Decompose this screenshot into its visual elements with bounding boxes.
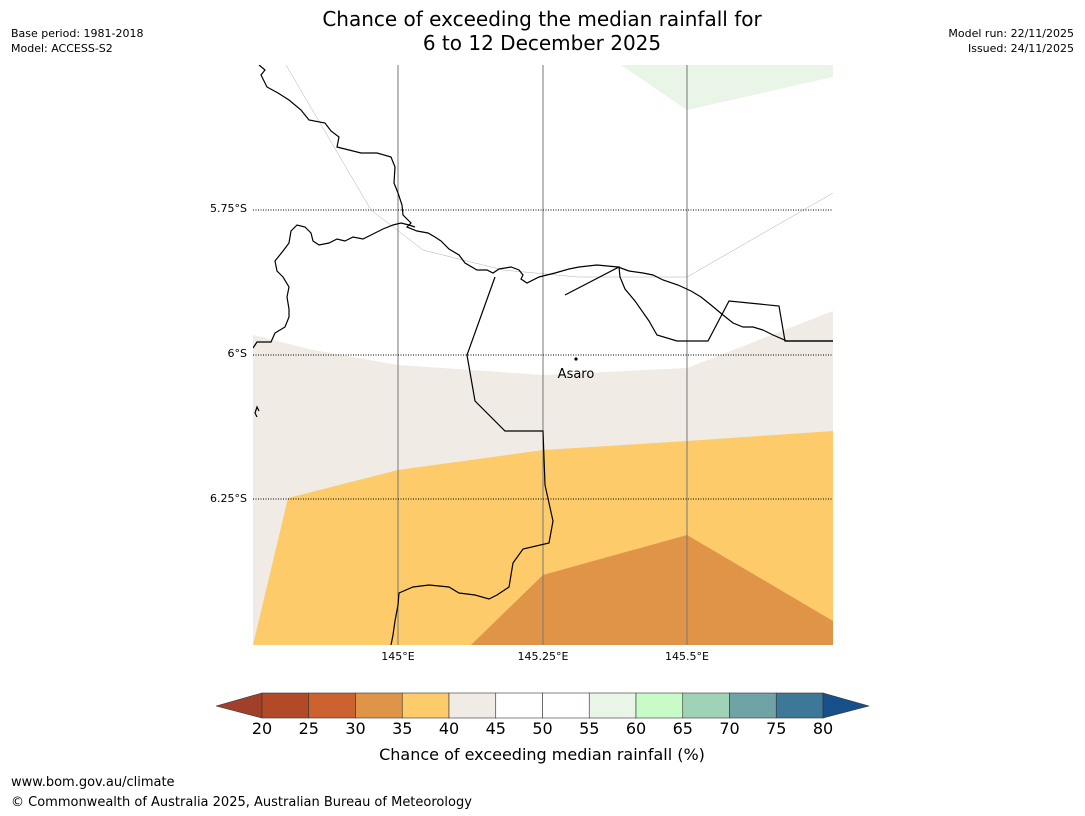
colorbar-tick-label: 40 (438, 719, 460, 738)
lat-label-6-25s: 6.25°S (210, 492, 247, 505)
colorbar-extend-high (822, 692, 871, 719)
district-boundary-west (252, 222, 416, 349)
colorbar-tick-label: 80 (812, 719, 834, 738)
zone-55-60 (621, 65, 833, 110)
colorbar-cell (448, 692, 497, 719)
colorbar-cell (635, 692, 684, 719)
colorbar-cell (261, 692, 310, 719)
colorbar-tick-label: 30 (345, 719, 366, 738)
colorbar-cell (495, 692, 543, 719)
asaro-marker[interactable] (574, 357, 578, 361)
province-boundary-fragment (254, 405, 260, 418)
colorbar-cell (355, 692, 403, 719)
map-svg: Asaro (252, 64, 834, 646)
map-panel[interactable]: Asaro (252, 64, 834, 646)
issued-date: Issued: 24/11/2025 (967, 42, 1074, 55)
colorbar-cell (542, 692, 590, 719)
map-title: Chance of exceeding the median rainfall … (242, 7, 842, 55)
colorbar-cell (401, 692, 450, 719)
lon-label-145e: 145°E (381, 650, 415, 663)
asaro-label: Asaro (558, 367, 595, 382)
colorbar-tick-label: 20 (251, 719, 273, 738)
province-boundary-north (258, 64, 833, 342)
colorbar-tick-label: 60 (625, 719, 647, 738)
colorbar-cell (682, 692, 730, 719)
colorbar-tick-label: 35 (392, 719, 413, 738)
meta-left: Base period: 1981-2018 Model: ACCESS-S2 (11, 26, 143, 56)
lat-label-6s: 6°S (227, 347, 247, 360)
model-run: Model run: 22/11/2025 (948, 27, 1074, 40)
meta-right: Model run: 22/11/2025 Issued: 24/11/2025 (948, 26, 1074, 56)
district-boundary-south (390, 276, 554, 646)
colorbar-tick-label: 65 (672, 719, 693, 738)
colorbar-svg (214, 692, 871, 719)
colorbar-cell (588, 692, 637, 719)
title-line-2: 6 to 12 December 2025 (422, 31, 662, 55)
model-name: Model: ACCESS-S2 (11, 42, 113, 55)
district-boundary-east (564, 266, 833, 342)
lat-label-5-75s: 5.75°S (210, 202, 247, 215)
colorbar-cell (308, 692, 356, 719)
colorbar-extend-low (214, 692, 263, 719)
colorbar-tick-label: 45 (485, 719, 506, 738)
zone-30-35 (471, 535, 833, 645)
colorbar-cell (729, 692, 777, 719)
colorbar (214, 692, 871, 720)
lon-label-145-25e: 145.25°E (517, 650, 569, 663)
colorbar-tick-label: 25 (298, 719, 319, 738)
colorbar-cells (261, 692, 824, 719)
colorbar-tick-label: 75 (766, 719, 787, 738)
colorbar-label: Chance of exceeding median rainfall (%) (379, 745, 705, 764)
footer-copyright: © Commonwealth of Australia 2025, Austra… (11, 795, 472, 810)
base-period: Base period: 1981-2018 (11, 27, 144, 40)
colorbar-tick-label: 70 (719, 719, 740, 738)
colorbar-tick-label: 55 (579, 719, 600, 738)
lon-label-145-5e: 145.5°E (665, 650, 709, 663)
colorbar-tick-label: 50 (532, 719, 553, 738)
footer-url[interactable]: www.bom.gov.au/climate (11, 775, 175, 790)
colorbar-cell (775, 692, 824, 719)
title-line-1: Chance of exceeding the median rainfall … (322, 7, 762, 31)
